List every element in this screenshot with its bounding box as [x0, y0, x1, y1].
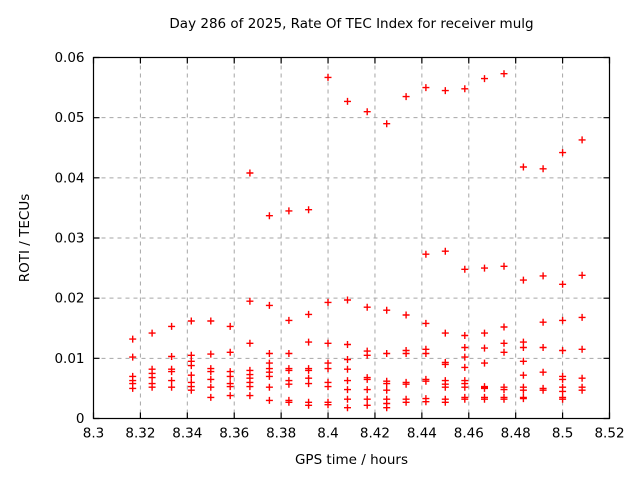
x-tick-label: 8.5 [552, 426, 573, 442]
x-tick-label: 8.44 [407, 426, 437, 442]
y-tick-label: 0.03 [54, 231, 84, 247]
y-tick-label: 0.05 [54, 110, 84, 126]
tick-marks [92, 56, 611, 420]
y-tick-label: 0 [76, 411, 85, 427]
x-tick-label: 8.4 [317, 426, 338, 442]
chart-title: Day 286 of 2025, Rate Of TEC Index for r… [169, 16, 534, 32]
x-tick-label: 8.3 [83, 426, 104, 442]
y-tick-label: 0.06 [54, 50, 84, 66]
x-tick-label: 8.38 [266, 426, 296, 442]
x-tick-label: 8.36 [219, 426, 249, 442]
data-points [129, 70, 586, 412]
y-axis-label: ROTI / TECUs [17, 193, 33, 283]
x-tick-label: 8.52 [594, 426, 624, 442]
x-axis-label: GPS time / hours [294, 452, 409, 468]
x-tick-label: 8.34 [172, 426, 202, 442]
y-tick-label: 0.02 [54, 291, 84, 307]
gridlines [93, 57, 610, 419]
y-tick-label: 0.04 [54, 170, 84, 186]
x-tick-label: 8.48 [501, 426, 531, 442]
x-tick-label: 8.42 [360, 426, 390, 442]
y-tick-label: 0.01 [54, 351, 84, 367]
x-tick-label: 8.46 [454, 426, 484, 442]
x-tick-label: 8.32 [125, 426, 155, 442]
